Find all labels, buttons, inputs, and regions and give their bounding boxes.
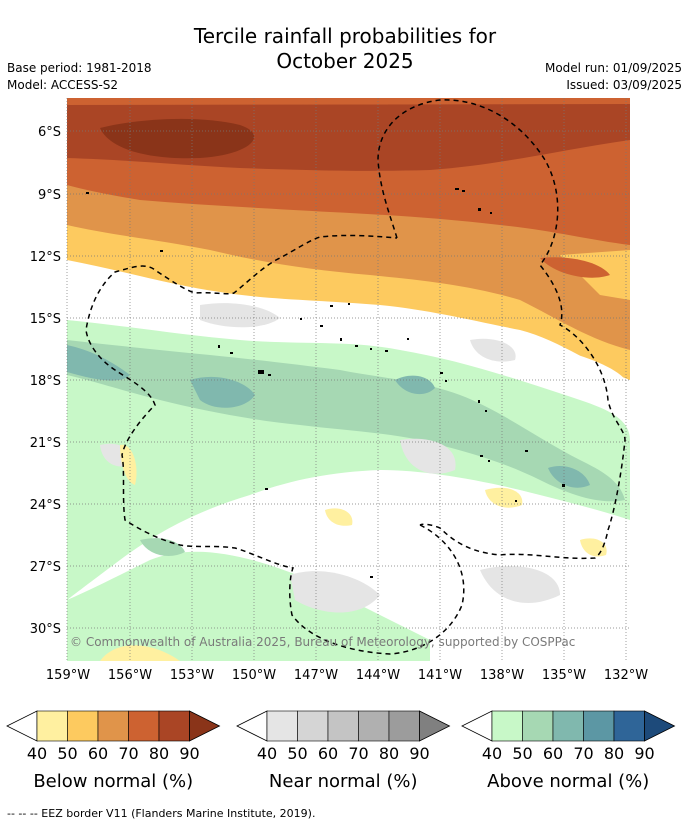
meta-right: Model run: 01/09/2025 Issued: 03/09/2025 [545, 60, 682, 94]
legend-high-triangle [419, 710, 451, 742]
copyright-notice: © Commonwealth of Australia 2025, Bureau… [70, 635, 575, 649]
title-line-2: October 2025 [276, 49, 414, 73]
legend-title: Below normal (%) [33, 771, 193, 792]
legend-swatch [358, 710, 390, 742]
legend-tick-label: 50 [57, 744, 77, 763]
forecast-map: © Commonwealth of Australia 2025, Bureau… [30, 98, 648, 683]
lon-label: 156°W [108, 668, 152, 683]
legend-tick-label: 60 [543, 744, 563, 763]
lat-label: 27°S [30, 560, 61, 575]
legend-swatch [388, 710, 420, 742]
lat-label: 24°S [30, 498, 61, 513]
legend-tick-label: 40 [257, 744, 277, 763]
legend-tick-label: 60 [318, 744, 338, 763]
model-run: Model run: 01/09/2025 [544, 61, 682, 75]
legend-swatch [583, 710, 615, 742]
lon-label: 135°W [542, 668, 586, 683]
legend-high-triangle [644, 710, 676, 742]
lat-label: 18°S [30, 374, 61, 389]
lon-label: 132°W [604, 668, 648, 683]
model-name: Model: ACCESS-S2 [7, 78, 119, 92]
legend-tick-label: 40 [482, 744, 502, 763]
lon-label: 159°W [46, 668, 90, 683]
latitude-labels: 6°S 9°S 12°S 15°S 18°S 21°S 24°S 27°S 30… [30, 125, 61, 637]
legend-high-triangle [189, 710, 221, 742]
legend-title: Above normal (%) [487, 771, 649, 792]
legend-low-triangle [461, 710, 493, 742]
legend-swatch [158, 710, 190, 742]
legend-swatch [67, 710, 99, 742]
legend-tick-label: 80 [379, 744, 399, 763]
lat-label: 30°S [30, 622, 61, 637]
legend-low-triangle [236, 710, 268, 742]
lon-label: 147°W [294, 668, 338, 683]
legend-tick-label: 80 [604, 744, 624, 763]
eez-footnote: -- -- -- EEZ border V11 (Flanders Marine… [7, 807, 316, 820]
legend-tick-label: 60 [88, 744, 108, 763]
lat-label: 9°S [38, 188, 61, 203]
lat-label: 21°S [30, 436, 61, 451]
legend-tick-label: 90 [634, 744, 654, 763]
legend-swatch [266, 710, 298, 742]
legend-swatch [613, 710, 645, 742]
legend-tick-label: 90 [179, 744, 199, 763]
probability-shading [67, 98, 630, 661]
legend-tick-label: 50 [512, 744, 532, 763]
legend-swatch [327, 710, 359, 742]
legend-swatch [522, 710, 554, 742]
meta-left: Base period: 1981-2018 Model: ACCESS-S2 [7, 60, 152, 94]
legend-tick-label: 50 [287, 744, 307, 763]
lon-label: 144°W [356, 668, 400, 683]
legend-swatch [552, 710, 584, 742]
legend-low-triangle [6, 710, 38, 742]
lon-label: 141°W [418, 668, 462, 683]
legend-title: Near normal (%) [269, 771, 418, 792]
base-period: Base period: 1981-2018 [7, 61, 152, 75]
legend-0: 40 50 60 70 80 90 Below normal (%) [6, 710, 221, 792]
legend-swatch [491, 710, 523, 742]
map-title: Tercile rainfall probabilities for Octob… [0, 24, 690, 74]
legend-tick-label: 70 [348, 744, 368, 763]
eez-borders [85, 99, 626, 655]
legend-tick-label: 80 [149, 744, 169, 763]
legend-swatch [97, 710, 129, 742]
longitude-labels: 159°W 156°W 153°W 150°W 147°W 144°W 141°… [46, 668, 648, 683]
legend-1: 40 50 60 70 80 90 Near normal (%) [236, 710, 451, 792]
lat-label: 12°S [30, 250, 61, 265]
map-gridlines [66, 98, 630, 661]
legend-tick-label: 70 [118, 744, 138, 763]
legend-tick-label: 90 [409, 744, 429, 763]
title-line-1: Tercile rainfall probabilities for [193, 24, 497, 48]
legend-2: 40 50 60 70 80 90 Above normal (%) [461, 710, 676, 792]
legend-swatch [297, 710, 329, 742]
issued-date: Issued: 03/09/2025 [566, 78, 682, 92]
lat-label: 6°S [38, 125, 61, 140]
lat-label: 15°S [30, 312, 61, 327]
legend-tick-label: 40 [27, 744, 47, 763]
legend-tick-label: 70 [573, 744, 593, 763]
island-markers [86, 188, 565, 578]
legend-swatch [128, 710, 160, 742]
legend-swatch [36, 710, 68, 742]
lon-label: 153°W [170, 668, 214, 683]
colour-legends: 40 50 60 70 80 90 Below normal (%) 40 50 60 70 80 90… [6, 710, 676, 792]
lon-label: 150°W [232, 668, 276, 683]
lon-label: 138°W [480, 668, 524, 683]
